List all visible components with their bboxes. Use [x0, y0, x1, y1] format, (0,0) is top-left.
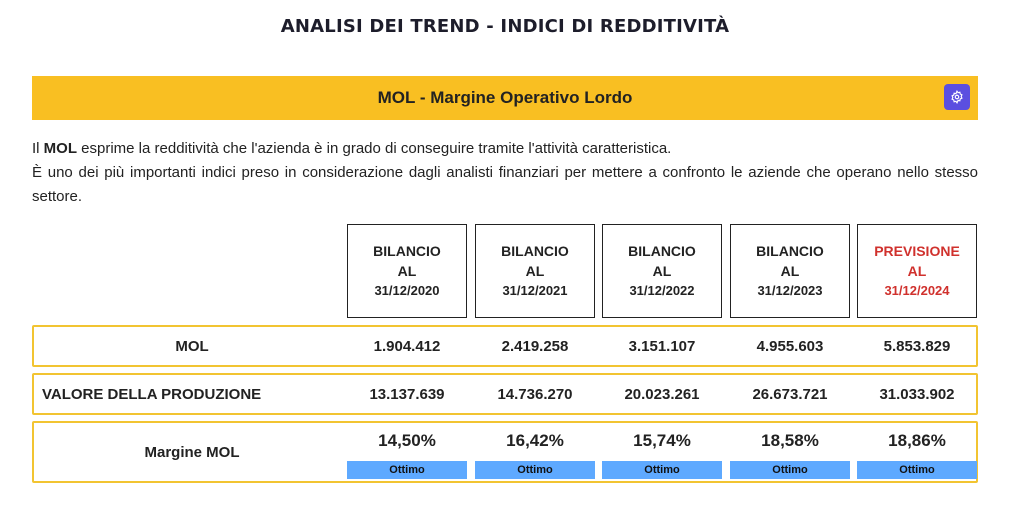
value-cell: 5.853.829 [883, 337, 951, 355]
value-cell: 31.033.902 [879, 385, 955, 403]
banner-title: MOL - Margine Operativo Lordo [377, 88, 633, 107]
description-line-1: Il MOL esprime la redditività che l'azie… [32, 140, 672, 157]
column-header-2023: BILANCIO AL 31/12/2023 [730, 224, 850, 318]
percentage-value: 18,58% [761, 431, 819, 450]
row-mol: MOL 1.904.412 2.419.258 3.151.107 4.955.… [32, 325, 978, 367]
percentage-value: 14,50% [378, 431, 436, 450]
mol-bold: MOL [43, 140, 77, 157]
row-label: VALORE DELLA PRODUZIONE [42, 385, 262, 403]
gear-icon [951, 90, 963, 104]
value-cell: 3.151.107 [628, 337, 696, 355]
rating-badge: Ottimo [857, 461, 977, 479]
value-cell: 13.137.639 [369, 385, 445, 403]
row-valore-produzione: VALORE DELLA PRODUZIONE 13.137.639 14.73… [32, 373, 978, 415]
column-header-2020: BILANCIO AL 31/12/2020 [347, 224, 467, 318]
section-banner: MOL - Margine Operativo Lordo [32, 76, 978, 120]
value-cell: 20.023.261 [624, 385, 700, 403]
column-header-2024-forecast: PREVISIONE AL 31/12/2024 [857, 224, 977, 318]
value-cell: 26.673.721 [752, 385, 828, 403]
row-label: MOL [175, 337, 209, 355]
description-line-2: È uno dei più importanti indici preso in… [32, 164, 978, 205]
page-title: ANALISI DEI TREND - INDICI DI REDDITIVIT… [280, 16, 730, 37]
value-cell: 1.904.412 [373, 337, 441, 355]
column-header-2021: BILANCIO AL 31/12/2021 [475, 224, 595, 318]
rating-badge: Ottimo [475, 461, 595, 479]
row-margine-mol: Margine MOL 14,50% 16,42% 15,74% 18,58% … [32, 421, 978, 483]
description: Il MOL esprime la redditività che l'azie… [32, 137, 978, 209]
rating-badge: Ottimo [730, 461, 850, 479]
rating-badge: Ottimo [347, 461, 467, 479]
settings-button[interactable] [944, 84, 970, 110]
rating-badge: Ottimo [602, 461, 722, 479]
percentage-value: 16,42% [506, 431, 564, 450]
value-cell: 2.419.258 [501, 337, 569, 355]
row-label: Margine MOL [144, 443, 240, 461]
percentage-value: 18,86% [888, 431, 946, 450]
value-cell: 4.955.603 [756, 337, 824, 355]
percentage-value: 15,74% [633, 431, 691, 450]
column-header-2022: BILANCIO AL 31/12/2022 [602, 224, 722, 318]
value-cell: 14.736.270 [497, 385, 573, 403]
